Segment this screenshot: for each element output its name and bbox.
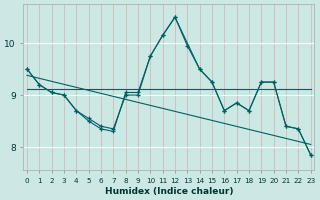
X-axis label: Humidex (Indice chaleur): Humidex (Indice chaleur) xyxy=(105,187,233,196)
